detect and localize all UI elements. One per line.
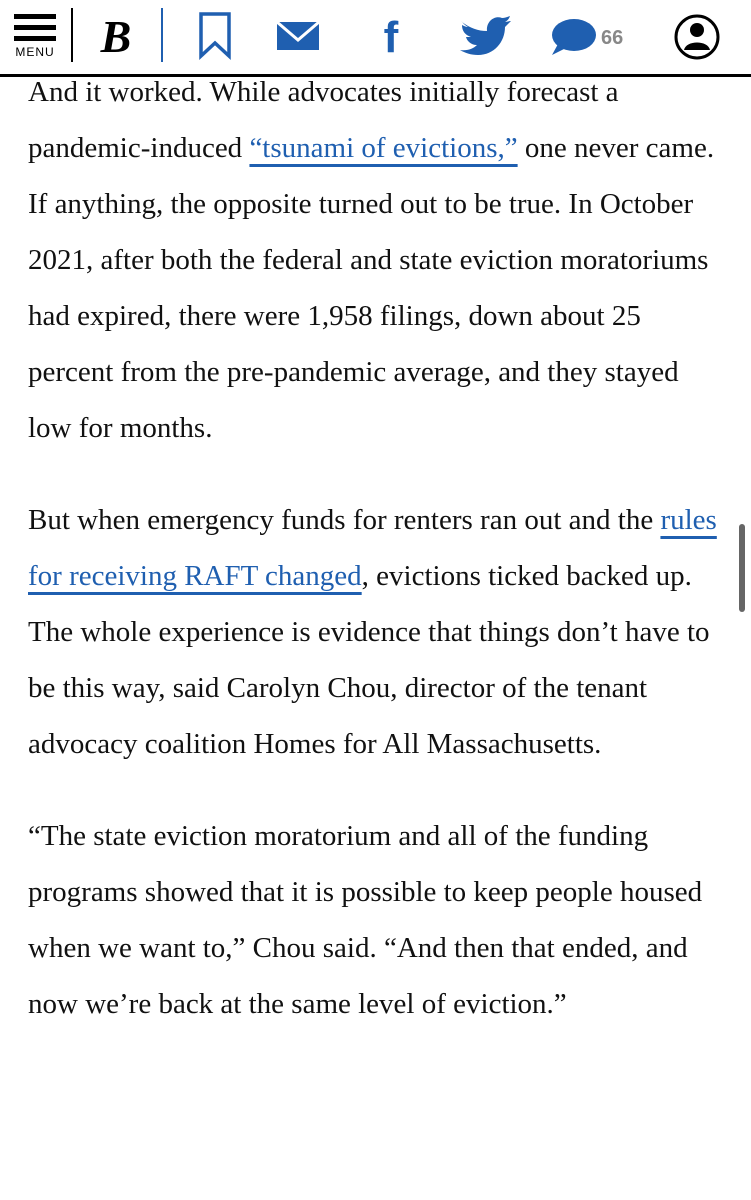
toolbar-icons: MENU B f 66 [14, 8, 720, 62]
paragraph: “The state eviction moratorium and all o… [28, 808, 728, 1032]
inline-link[interactable]: “tsunami of evictions,” [249, 132, 518, 164]
envelope-flap [276, 20, 320, 42]
menu-bar [14, 25, 56, 30]
text-run: And it worked. While advocates initially… [28, 76, 619, 164]
menu-bar [14, 14, 56, 19]
account-circle [674, 14, 720, 60]
twitter-icon[interactable] [460, 16, 511, 55]
bookmark-icon[interactable] [199, 12, 231, 61]
account-body [684, 42, 710, 50]
email-icon[interactable] [276, 20, 320, 50]
comment-count: 66 [601, 27, 623, 49]
menu-button[interactable]: MENU [14, 14, 56, 59]
comment-tail [552, 44, 566, 55]
paragraph: But when emergency funds for renters ran… [28, 492, 728, 772]
scrollbar[interactable] [739, 524, 745, 612]
text-run: “The state eviction moratorium and all o… [28, 820, 703, 1020]
toolbar: MENU B f 66 [0, 0, 751, 77]
text-run: But when emergency funds for renters ran… [28, 504, 661, 536]
menu-bar [14, 36, 56, 41]
text-run: one never came. If anything, the opposit… [28, 132, 715, 444]
comment-bubble [552, 19, 596, 51]
menu-label: MENU [15, 45, 54, 59]
account-icon[interactable] [674, 14, 720, 60]
inline-link[interactable]: rules for receiving RAFT changed [28, 504, 717, 592]
account-head [690, 23, 704, 37]
logo[interactable]: B [100, 11, 132, 62]
text-run: , evictions ticked backed up. The whole … [28, 560, 710, 760]
paragraph: And it worked. While advocates initially… [28, 64, 728, 456]
facebook-icon[interactable]: f [384, 13, 399, 62]
article-body: And it worked. While advocates initially… [28, 64, 728, 1068]
comments-button[interactable]: 66 [552, 19, 623, 55]
